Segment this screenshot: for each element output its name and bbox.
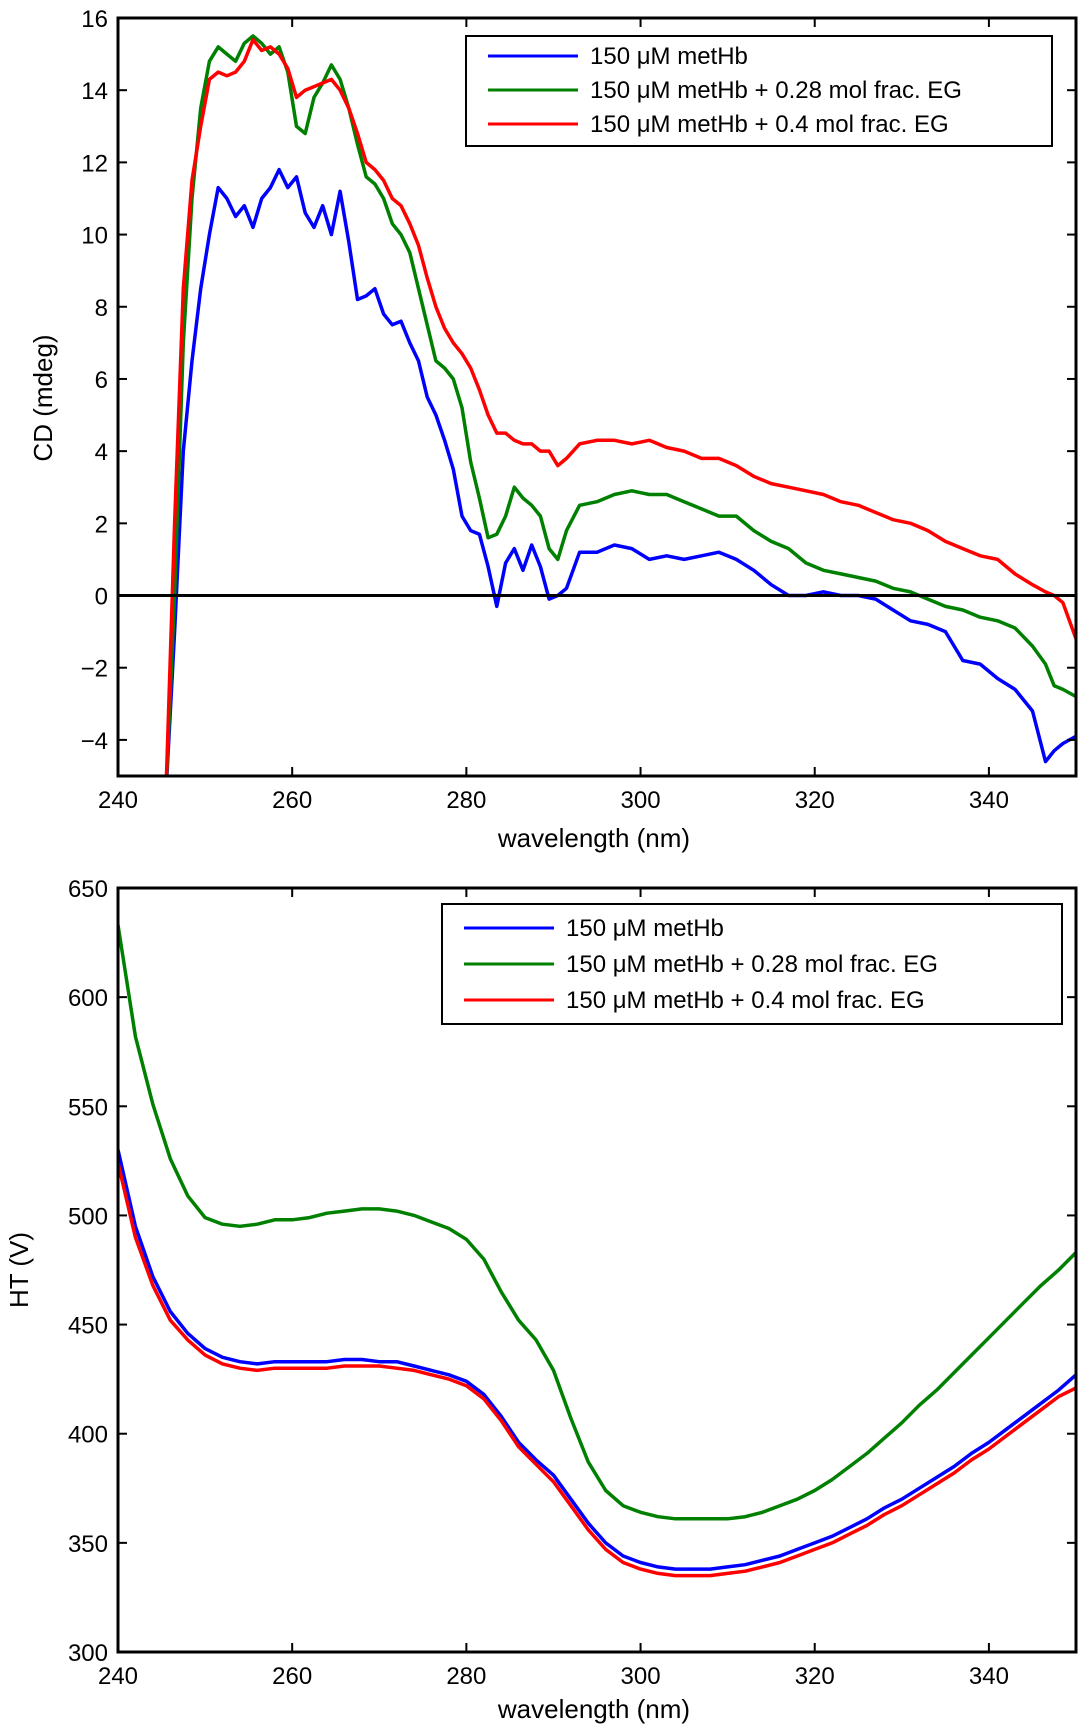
cd-legend-label-2: 150 μM metHb + 0.28 mol frac. EG bbox=[590, 77, 962, 104]
cd-y-tick-label: 0 bbox=[95, 584, 108, 611]
ht-y-tick-label: 300 bbox=[68, 1640, 108, 1667]
cd-x-tick-label: 320 bbox=[795, 787, 835, 814]
ht-series-line-3 bbox=[118, 1161, 1076, 1578]
cd-plot-frame bbox=[116, 16, 1078, 778]
ht-x-tick-label: 300 bbox=[621, 1663, 661, 1690]
cd-y-tick-label: 10 bbox=[81, 223, 108, 250]
ht-y-tick-label: 600 bbox=[68, 985, 108, 1012]
cd-y-tick-label: 16 bbox=[81, 6, 108, 33]
ht-legend-label-3: 150 μM metHb + 0.4 mol frac. EG bbox=[566, 987, 925, 1014]
ht-series-line-2 bbox=[118, 923, 1076, 1521]
ht-y-axis-label: HT (V) bbox=[4, 1232, 34, 1308]
cd-x-tick-label: 240 bbox=[98, 787, 138, 814]
ht-x-axis-label: wavelength (nm) bbox=[497, 1694, 690, 1724]
cd-legend: 150 μM metHb 150 μM metHb + 0.28 mol fra… bbox=[465, 35, 1053, 147]
ht-y-tick-label: 500 bbox=[68, 1203, 108, 1230]
cd-chart: 240 260 280 300 320 340 −4 −2 0 2 4 6 8 10 12 14 16 150 … bbox=[28, 6, 1078, 853]
ht-x-tick-label: 340 bbox=[969, 1663, 1009, 1690]
cd-x-axis-label: wavelength (nm) bbox=[497, 823, 690, 853]
ht-y-tick-label: 400 bbox=[68, 1422, 108, 1449]
cd-x-tick-label: 300 bbox=[621, 787, 661, 814]
ht-y-tick-label: 350 bbox=[68, 1531, 108, 1558]
cd-y-tick-label: 4 bbox=[95, 439, 108, 466]
cd-series-line-1 bbox=[165, 167, 1076, 776]
ht-chart: 240 260 280 300 320 340 300 350 400 450 500 550 600 6… bbox=[4, 876, 1078, 1724]
ht-series-layer bbox=[118, 923, 1076, 1578]
ht-x-tick-label: 240 bbox=[98, 1663, 138, 1690]
ht-y-tick-label: 650 bbox=[68, 876, 108, 903]
ht-x-tick-label: 320 bbox=[795, 1663, 835, 1690]
cd-legend-label-3: 150 μM metHb + 0.4 mol frac. EG bbox=[590, 111, 949, 138]
ht-x-tick-label: 260 bbox=[272, 1663, 312, 1690]
ht-plot-frame bbox=[116, 886, 1078, 1654]
ht-legend: 150 μM metHb 150 μM metHb + 0.28 mol fra… bbox=[441, 903, 1063, 1025]
ht-ticks-layer: 240 260 280 300 320 340 300 350 400 450 500 550 600 6… bbox=[68, 876, 1076, 1690]
cd-x-tick-label: 260 bbox=[272, 787, 312, 814]
cd-ticks-layer: 240 260 280 300 320 340 −4 −2 0 2 4 6 8 10 12 14 16 bbox=[81, 6, 1076, 814]
ht-series-line-1 bbox=[118, 1148, 1076, 1571]
ht-legend-label-1: 150 μM metHb bbox=[566, 915, 724, 942]
cd-x-tick-label: 340 bbox=[969, 787, 1009, 814]
cd-series-line-2 bbox=[164, 34, 1076, 776]
cd-y-axis-label: CD (mdeg) bbox=[28, 334, 58, 461]
cd-series-layer bbox=[164, 34, 1076, 776]
cd-y-tick-label: 2 bbox=[95, 511, 108, 538]
ht-x-tick-label: 280 bbox=[446, 1663, 486, 1690]
ht-y-tick-label: 450 bbox=[68, 1313, 108, 1340]
cd-y-tick-label: −2 bbox=[81, 656, 108, 683]
cd-y-tick-label: −4 bbox=[81, 728, 108, 755]
cd-series-line-3 bbox=[164, 37, 1076, 776]
cd-y-tick-label: 12 bbox=[81, 150, 108, 177]
ht-legend-label-2: 150 μM metHb + 0.28 mol frac. EG bbox=[566, 951, 938, 978]
cd-x-tick-label: 280 bbox=[446, 787, 486, 814]
ht-y-tick-label: 550 bbox=[68, 1094, 108, 1121]
cd-legend-label-1: 150 μM metHb bbox=[590, 43, 748, 70]
cd-y-tick-label: 14 bbox=[81, 78, 108, 105]
cd-y-tick-label: 6 bbox=[95, 367, 108, 394]
cd-y-tick-label: 8 bbox=[95, 295, 108, 322]
